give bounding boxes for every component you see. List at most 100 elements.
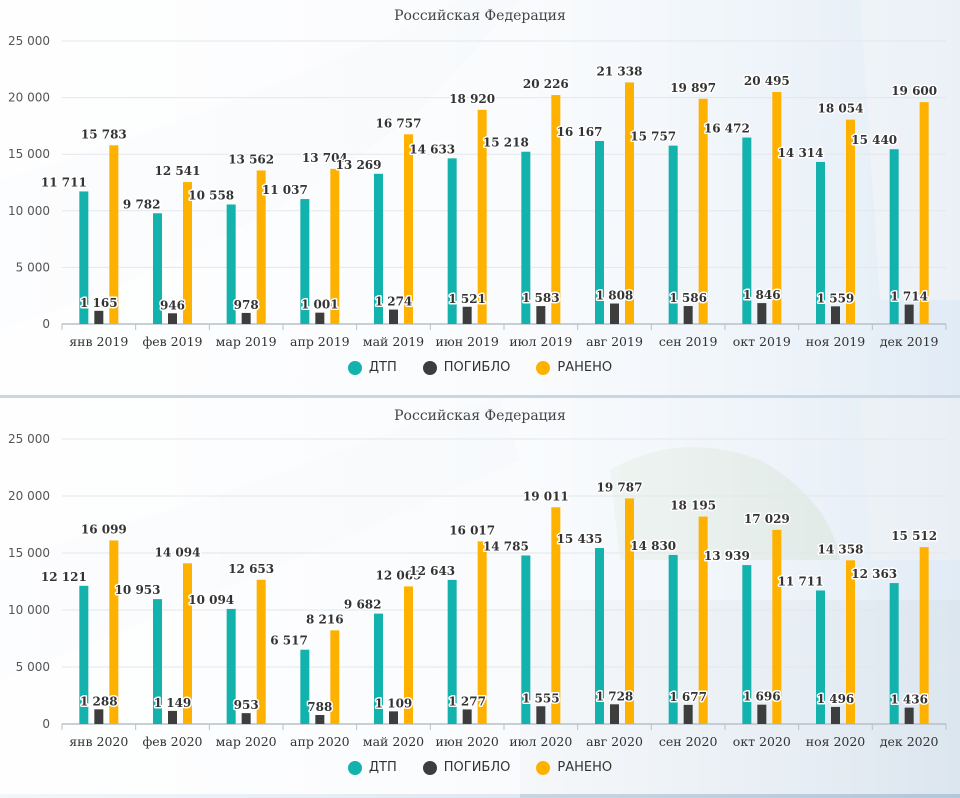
data-label: 1 728 — [596, 689, 634, 703]
legend-item-dead[interactable]: ПОГИБЛО — [422, 360, 510, 375]
x-tick-label: сен 2020 — [659, 734, 718, 749]
data-label: 1 677 — [669, 690, 707, 704]
data-label: 16 099 — [81, 522, 127, 536]
data-label: 15 435 — [557, 532, 603, 546]
data-label: 1 274 — [375, 295, 413, 309]
y-tick-label: 15 000 — [8, 546, 50, 560]
data-label: 12 541 — [155, 164, 201, 178]
data-label: 1 521 — [448, 292, 486, 306]
y-tick-label: 0 — [42, 317, 50, 331]
bar — [889, 149, 899, 324]
legend-label: РАНЕНО — [557, 360, 613, 375]
legend-label: ДТП — [368, 360, 397, 375]
data-label: 6 517 — [270, 634, 308, 648]
bar — [300, 199, 310, 324]
bar — [521, 151, 531, 324]
data-label: 12 363 — [851, 567, 897, 581]
data-label: 14 358 — [818, 542, 864, 556]
data-label: 16 017 — [449, 523, 495, 537]
x-tick-label: апр 2019 — [290, 334, 350, 349]
data-label: 1 846 — [743, 288, 781, 302]
data-label: 16 757 — [376, 116, 422, 130]
x-tick-label: ноя 2019 — [806, 334, 866, 349]
bar — [168, 313, 177, 324]
x-tick-label: дек 2020 — [880, 734, 939, 749]
data-label: 1 109 — [375, 696, 413, 710]
x-tick-label: дек 2019 — [880, 334, 939, 349]
data-label: 10 094 — [188, 593, 234, 607]
bar — [772, 529, 782, 724]
bar — [330, 630, 340, 724]
data-label: 1 555 — [522, 691, 560, 705]
bar — [241, 312, 251, 324]
legend-item-dtp[interactable]: ДТП — [347, 360, 397, 375]
legend-item-dtp[interactable]: ДТП — [347, 760, 397, 775]
bar — [742, 137, 752, 324]
y-tick-label: 20 000 — [8, 91, 50, 105]
chart-title: Российская Федерация — [394, 8, 566, 24]
bar — [610, 303, 619, 324]
bar — [595, 140, 604, 324]
legend-item-dead[interactable]: ПОГИБЛО — [422, 760, 510, 775]
bar — [315, 312, 325, 324]
legend-dot-icon — [422, 360, 437, 375]
bar — [79, 585, 89, 724]
bar — [256, 579, 266, 724]
data-label: 14 633 — [409, 142, 455, 156]
bar — [462, 306, 472, 324]
y-tick-label: 20 000 — [8, 489, 50, 503]
bar — [315, 715, 325, 724]
data-label: 15 512 — [891, 529, 937, 543]
legend-dot-icon — [536, 760, 551, 775]
bar — [389, 309, 398, 324]
data-label: 12 643 — [409, 564, 455, 578]
data-label: 18 195 — [670, 499, 716, 513]
plot-area: 0 5 000 10 000 15 000 20 000 25 000 янв 2019 11… — [8, 34, 947, 349]
data-label: 14 094 — [155, 545, 201, 559]
x-tick-label: фев 2019 — [142, 334, 202, 349]
data-label: 11 037 — [262, 183, 308, 197]
data-label: 14 314 — [778, 146, 824, 160]
y-tick-label: 10 000 — [8, 603, 50, 617]
bar — [846, 119, 855, 324]
x-tick-label: янв 2019 — [69, 334, 128, 349]
data-label: 19 787 — [597, 480, 643, 494]
bar — [757, 303, 767, 324]
data-label: 13 939 — [704, 549, 750, 563]
bar — [831, 706, 840, 724]
bar — [183, 563, 192, 724]
legend-dot-icon — [347, 760, 362, 775]
x-tick-label: окт 2020 — [733, 734, 791, 749]
legend-label: РАНЕНО — [557, 760, 613, 775]
legend-item-injured[interactable]: РАНЕНО — [536, 360, 612, 375]
bar — [816, 590, 825, 724]
data-label: 20 226 — [523, 77, 569, 91]
plot-area: 0 5 000 10 000 15 000 20 000 25 000 янв 2020 12… — [8, 432, 947, 749]
data-label: 1 696 — [743, 690, 781, 704]
y-tick-label: 25 000 — [8, 34, 50, 48]
x-tick-label: июн 2019 — [435, 334, 498, 349]
legend-item-injured[interactable]: РАНЕНО — [536, 760, 612, 775]
data-label: 1 808 — [596, 289, 634, 303]
x-tick-label: май 2019 — [363, 334, 424, 349]
bar — [462, 709, 472, 724]
y-tick-label: 15 000 — [8, 147, 50, 161]
x-tick-label: фев 2020 — [142, 734, 202, 749]
x-tick-label: ноя 2020 — [806, 734, 866, 749]
data-label: 16 167 — [557, 125, 603, 139]
data-label: 12 653 — [228, 562, 274, 576]
data-label: 1 165 — [80, 296, 118, 310]
bar — [241, 713, 251, 724]
legend: ДТП ПОГИБЛО РАНЕНО — [0, 360, 960, 375]
x-tick-label: июл 2019 — [509, 334, 572, 349]
x-tick-label: мар 2020 — [216, 734, 277, 749]
bar — [109, 540, 119, 724]
data-label: 19 011 — [523, 489, 569, 503]
bar — [816, 161, 825, 324]
data-label: 11 711 — [778, 574, 824, 588]
bar — [521, 555, 531, 724]
bar — [536, 306, 546, 324]
legend: ДТП ПОГИБЛО РАНЕНО — [0, 760, 960, 775]
legend-dot-icon — [422, 760, 437, 775]
data-label: 1 586 — [669, 291, 707, 305]
